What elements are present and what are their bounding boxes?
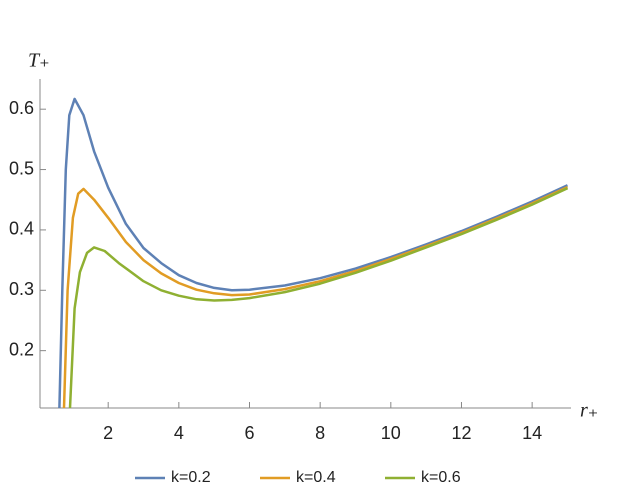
x-tick-label: 2 — [103, 423, 113, 443]
y-axis-label: T₊ — [28, 50, 50, 72]
series-line — [62, 185, 569, 409]
x-tick-label: 6 — [244, 423, 254, 443]
x-tick-label: 14 — [522, 423, 542, 443]
x-tick-label: 12 — [451, 423, 471, 443]
y-tick-label: 0.3 — [9, 279, 34, 299]
x-axis-label: r₊ — [580, 400, 598, 422]
series-line — [68, 187, 569, 409]
y-tick-label: 0.4 — [9, 219, 34, 239]
legend-label: k=0.6 — [421, 469, 461, 486]
x-tick-label: 8 — [315, 423, 325, 443]
series-line — [58, 97, 569, 409]
legend-label: k=0.2 — [171, 469, 211, 486]
y-tick-label: 0.5 — [9, 158, 34, 178]
y-tick-label: 0.2 — [9, 339, 34, 359]
x-tick-label: 4 — [174, 423, 184, 443]
legend-label: k=0.4 — [296, 469, 336, 486]
x-tick-label: 10 — [381, 423, 401, 443]
y-tick-label: 0.6 — [9, 98, 34, 118]
